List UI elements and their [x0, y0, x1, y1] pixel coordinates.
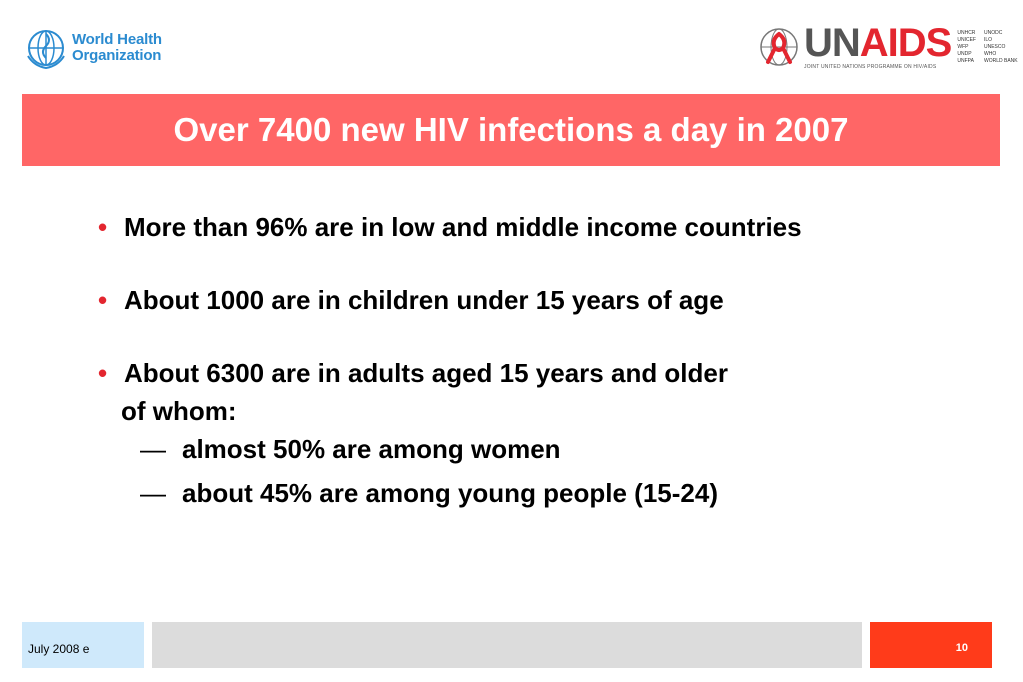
unaids-un: UN	[804, 21, 861, 65]
cosponsor-list: UNHCR UNODC UNICEF ILO WFP UNESCO UNDP W…	[957, 30, 1017, 65]
cosponsor: WHO	[983, 50, 997, 57]
unaids-tagline: JOINT UNITED NATIONS PROGRAMME ON HIV/AI…	[804, 64, 937, 70]
unaids-logo: UNAIDS JOINT UNITED NATIONS PROGRAMME ON…	[756, 21, 1018, 70]
who-emblem-icon	[27, 30, 65, 70]
who-wordmark: World Health Organization	[72, 32, 162, 64]
cosponsor: UNFPA	[957, 57, 974, 64]
cosponsor: UNODC	[983, 29, 1003, 36]
bullet-text: About 1000 are in children under 15 year…	[124, 285, 724, 315]
slide-title: Over 7400 new HIV infections a day in 20…	[173, 111, 849, 148]
bullet-item: • More than 96% are in low and middle in…	[98, 212, 802, 243]
footer-page-box: 10	[870, 622, 992, 668]
who-line-2: Organization	[72, 47, 162, 64]
title-banner: Over 7400 new HIV infections a day in 20…	[22, 94, 1000, 166]
sub-bullet-text: about 45% are among young people (15-24)	[182, 478, 718, 508]
dash-icon: —	[140, 478, 166, 508]
sub-bullet-item: — almost 50% are among women	[140, 434, 561, 465]
who-line-1: World Health	[72, 31, 162, 48]
sub-bullet-text: almost 50% are among women	[182, 434, 561, 464]
bullet-continuation: of whom:	[121, 396, 237, 426]
unaids-aids: AIDS	[859, 21, 953, 65]
red-ribbon-globe-icon	[760, 28, 798, 66]
who-logo: World Health Organization	[24, 26, 162, 70]
cosponsor: UNESCO	[983, 43, 1006, 50]
bullet-icon: •	[98, 358, 108, 388]
bullet-icon: •	[98, 212, 108, 242]
footer-divider-bar	[152, 622, 862, 668]
cosponsor: UNHCR	[957, 29, 976, 36]
bullet-item: • About 6300 are in adults aged 15 years…	[98, 358, 728, 389]
footer-date: July 2008 e	[28, 642, 90, 656]
bullet-text: More than 96% are in low and middle inco…	[124, 212, 802, 242]
dash-icon: —	[140, 434, 166, 464]
page-number: 10	[955, 642, 968, 654]
cosponsor: WORLD BANK	[983, 57, 1018, 64]
bullet-icon: •	[98, 285, 108, 315]
footer-date-box: July 2008 e	[22, 622, 144, 668]
bullet-item: • About 1000 are in children under 15 ye…	[98, 285, 724, 316]
cosponsor: UNICEF	[957, 36, 976, 43]
bullet-text: About 6300 are in adults aged 15 years a…	[124, 358, 728, 388]
cosponsor: UNDP	[957, 50, 972, 57]
unaids-wordmark: UNAIDS	[804, 21, 953, 65]
sub-bullet-item: — about 45% are among young people (15-2…	[140, 478, 718, 509]
cosponsor: ILO	[983, 36, 993, 43]
cosponsor: WFP	[957, 43, 969, 50]
